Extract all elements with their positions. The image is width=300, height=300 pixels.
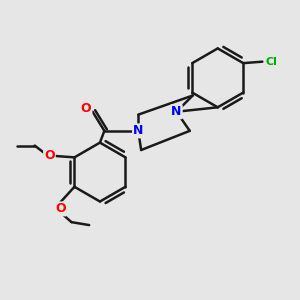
Text: Cl: Cl [265, 57, 277, 67]
Text: O: O [44, 149, 55, 162]
Text: N: N [133, 124, 143, 137]
Text: O: O [81, 102, 92, 115]
Text: O: O [55, 202, 66, 215]
Text: N: N [171, 105, 182, 118]
